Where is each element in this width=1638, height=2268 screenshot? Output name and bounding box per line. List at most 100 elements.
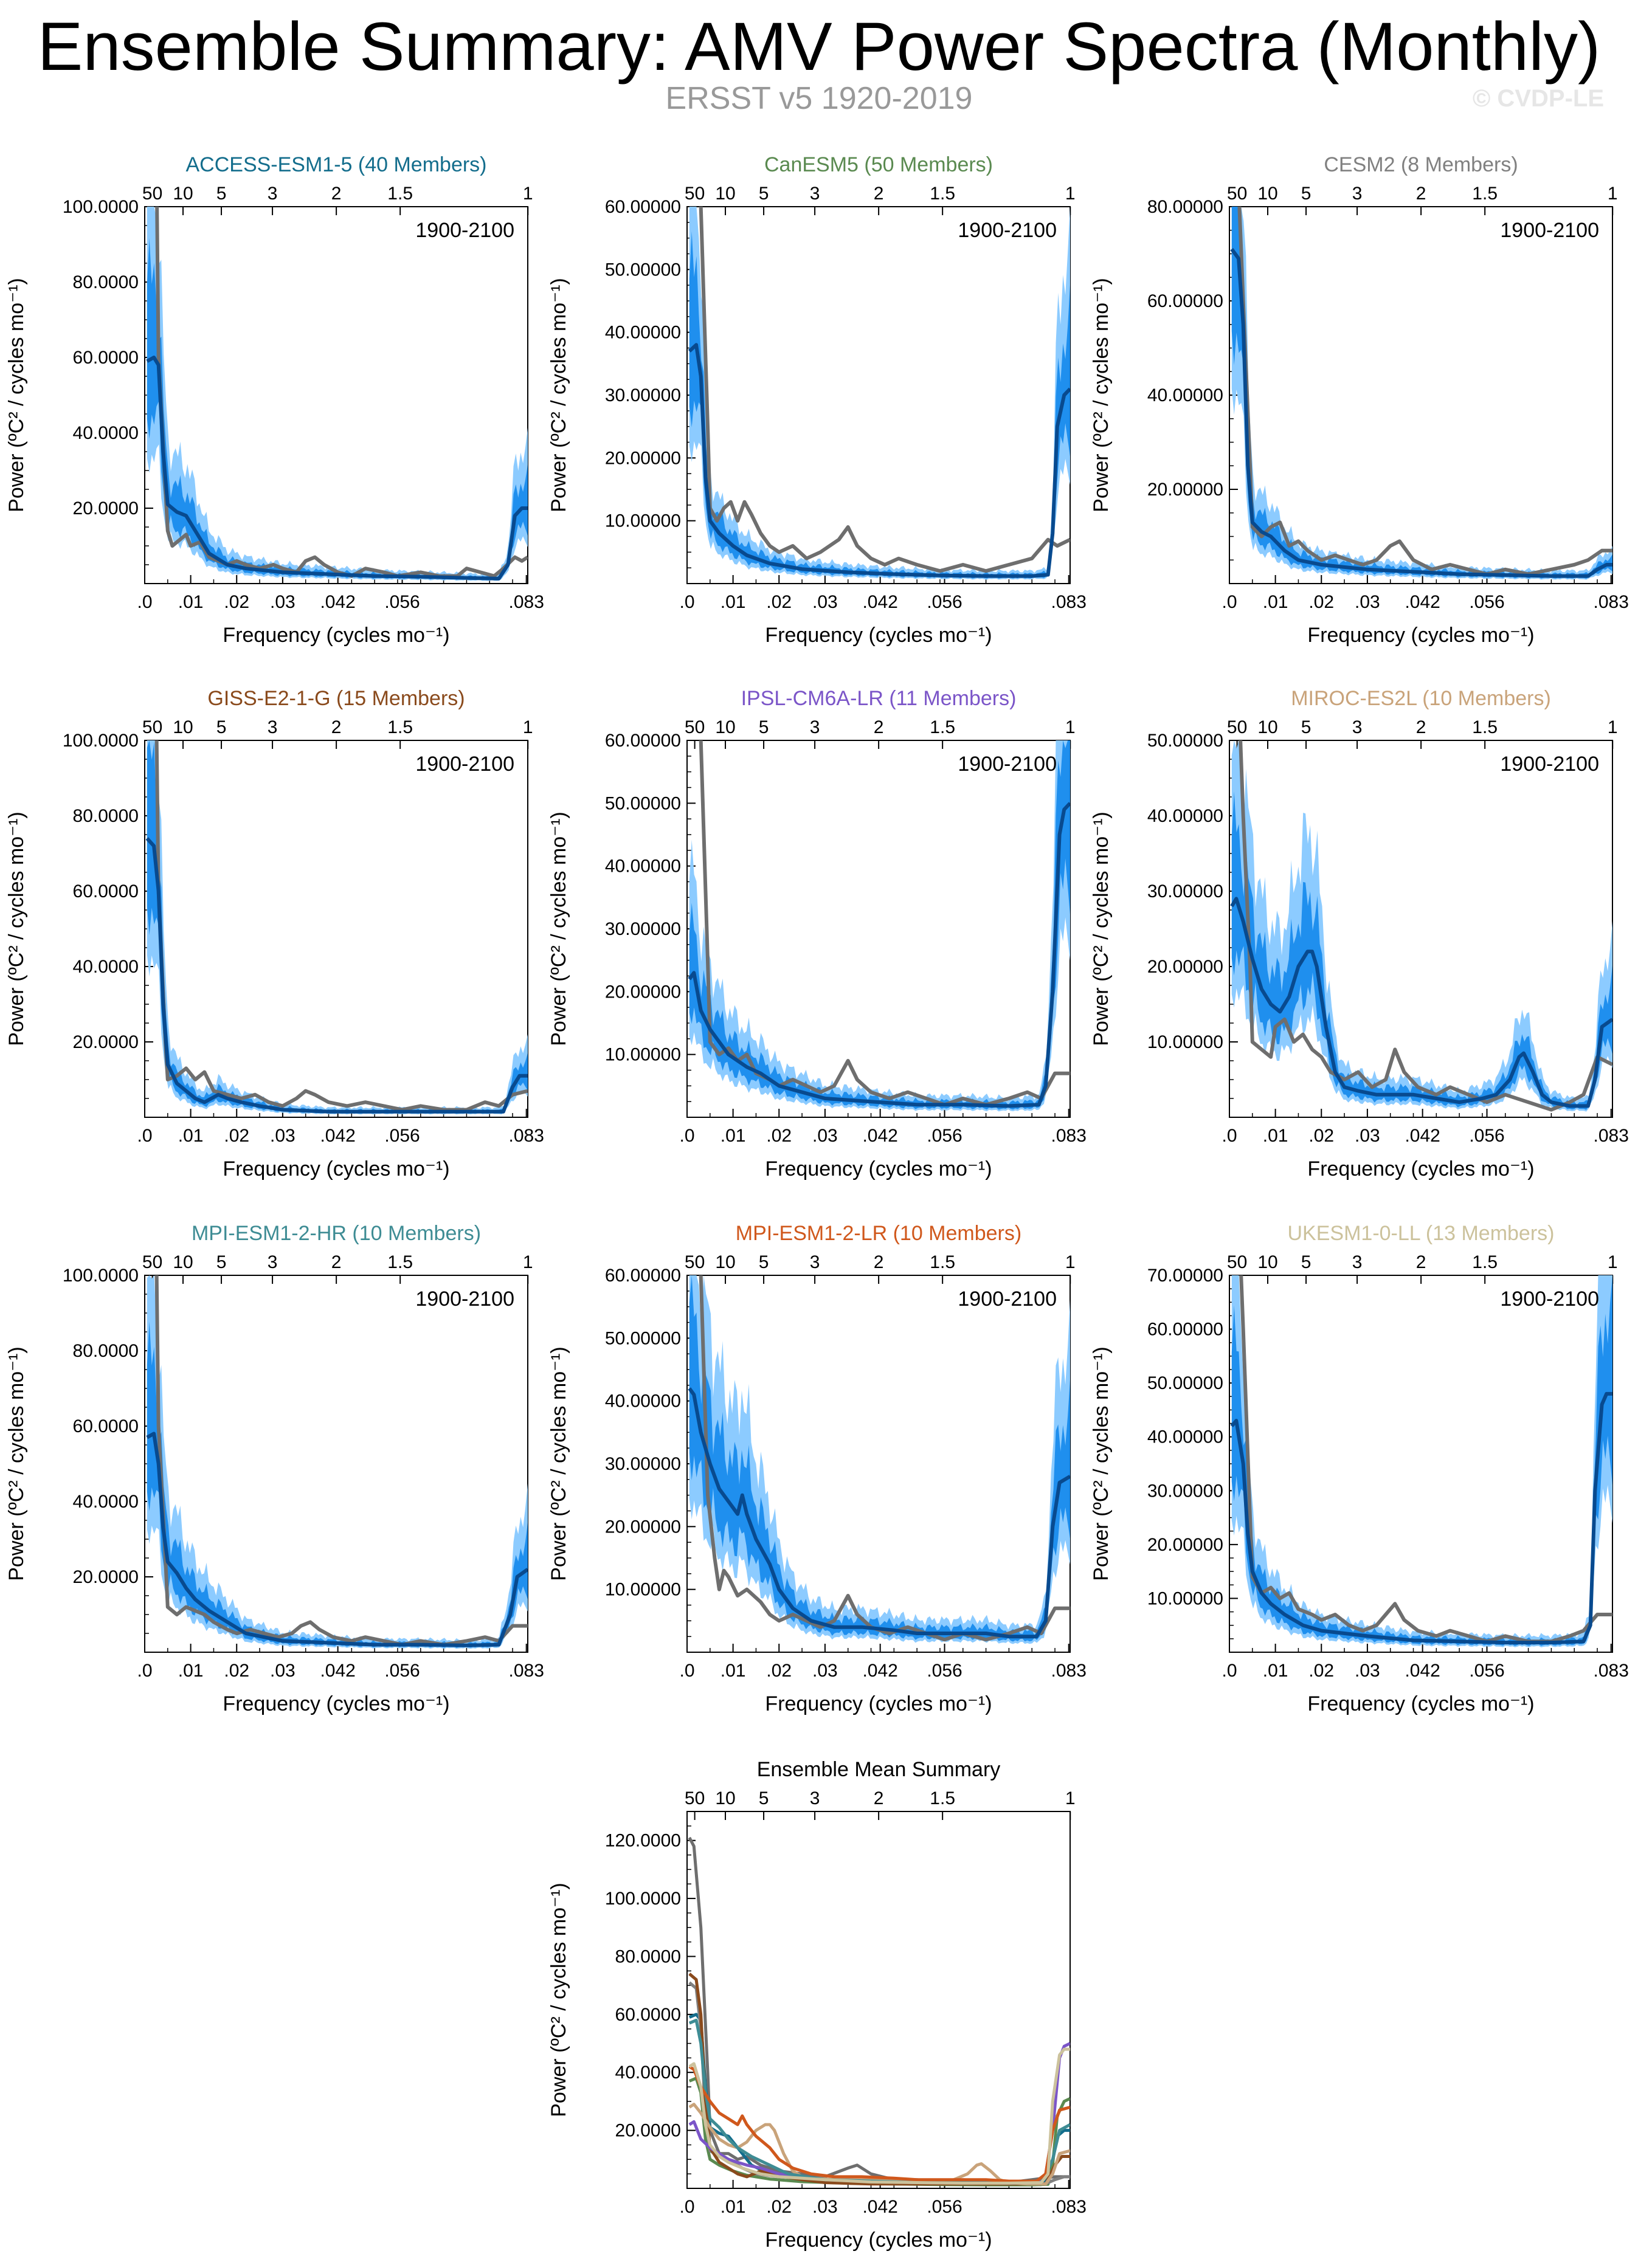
- y-tick-label: 20.00000: [605, 982, 681, 1002]
- y-tick-label: 100.0000: [63, 197, 139, 217]
- x-axis-label: Frequency (cycles mo⁻¹): [765, 2228, 992, 2252]
- x-tick-label: .02: [224, 1126, 249, 1146]
- plot-area: [146, 207, 528, 581]
- x-tick-label: .083: [509, 1661, 544, 1681]
- top-tick-label: 2: [874, 717, 884, 737]
- spread-band-outer: [147, 740, 528, 1115]
- top-tick-label: 10: [173, 1252, 193, 1272]
- top-tick-label: 5: [1301, 717, 1311, 737]
- spread-band-inner: [689, 231, 1070, 579]
- x-tick-label: .056: [927, 592, 962, 612]
- top-tick-label: 2: [331, 184, 342, 204]
- series-mpi-esm1-2-lr: [688, 2065, 1070, 2183]
- y-tick-label: 30.00000: [1147, 881, 1223, 901]
- top-tick-label: 1: [1608, 184, 1618, 204]
- y-tick-label: 40.00000: [605, 1391, 681, 1411]
- plot-area: [688, 1836, 1070, 2187]
- top-tick-label: 3: [810, 184, 820, 204]
- y-tick-label: 40.0000: [73, 957, 139, 977]
- panel-title: UKESM1-0-LL (13 Members): [1288, 1222, 1555, 1245]
- spread-band-outer: [1231, 1275, 1612, 1647]
- plot-frame: [1229, 206, 1613, 584]
- x-tick-label: .056: [927, 1126, 962, 1146]
- credit-watermark: © CVDP-LE: [1472, 85, 1604, 112]
- top-tick-label: 10: [1257, 1252, 1277, 1272]
- observations-line: [155, 207, 528, 578]
- x-tick-label: .01: [721, 1126, 746, 1146]
- y-tick-label: 20.0000: [615, 2121, 681, 2141]
- y-tick-label: 60.00000: [605, 731, 681, 751]
- top-tick-label: 10: [173, 717, 193, 737]
- y-tick-label: 40.00000: [1147, 385, 1223, 405]
- y-tick-label: 40.0000: [73, 1492, 139, 1512]
- y-tick-label: 60.00000: [605, 1266, 681, 1286]
- top-tick-label: 2: [874, 1788, 884, 1808]
- x-tick-label: .042: [862, 592, 897, 612]
- x-tick-label: .01: [721, 1661, 746, 1681]
- x-axis-label: Frequency (cycles mo⁻¹): [1307, 1692, 1534, 1715]
- spread-band-inner: [147, 740, 528, 1114]
- series-observations: [688, 1836, 1070, 2184]
- x-tick-label: .042: [1405, 592, 1440, 612]
- top-tick-label: 3: [268, 717, 278, 737]
- x-tick-label: .083: [1594, 1126, 1629, 1146]
- x-tick-label: .083: [509, 592, 544, 612]
- y-tick-label: 40.00000: [1147, 1427, 1223, 1447]
- x-tick-label: .083: [1051, 592, 1087, 612]
- x-tick-label: .056: [384, 1126, 420, 1146]
- panel-title: Ensemble Mean Summary: [757, 1758, 1001, 1781]
- top-tick-label: 2: [874, 1252, 884, 1272]
- top-tick-label: 50: [1227, 717, 1247, 737]
- y-tick-label: 50.00000: [605, 260, 681, 280]
- x-tick-label: .042: [862, 1661, 897, 1681]
- x-tick-label: .01: [1263, 592, 1288, 612]
- y-tick-label: 70.00000: [1147, 1266, 1223, 1286]
- top-tick-label: 3: [1352, 717, 1363, 737]
- top-tick-label: 3: [268, 184, 278, 204]
- y-axis-label: Power (ºC² / cycles mo⁻¹): [5, 278, 28, 512]
- panel-title: GISS-E2-1-G (15 Members): [207, 687, 465, 710]
- x-tick-label: .03: [812, 1661, 838, 1681]
- y-tick-label: 20.0000: [73, 1567, 139, 1587]
- top-tick-label: 1.5: [1472, 184, 1498, 204]
- x-tick-label: .042: [320, 1661, 355, 1681]
- y-tick-label: 10.00000: [1147, 1588, 1223, 1608]
- plot-frame: [144, 740, 528, 1118]
- x-tick-label: .01: [178, 592, 204, 612]
- top-tick-label: 50: [142, 717, 162, 737]
- top-tick-label: 10: [715, 717, 735, 737]
- y-tick-label: 20.00000: [605, 448, 681, 468]
- top-tick-label: 2: [1416, 717, 1426, 737]
- x-tick-label: .01: [1263, 1126, 1288, 1146]
- top-tick-label: 50: [1227, 184, 1247, 204]
- spread-band-inner: [1231, 207, 1612, 579]
- y-axis-label: Power (ºC² / cycles mo⁻¹): [5, 812, 28, 1046]
- top-tick-label: 50: [142, 1252, 162, 1272]
- top-tick-label: 50: [685, 1252, 705, 1272]
- ensemble-mean-line: [688, 1387, 1070, 1639]
- series-access-esm1-5: [688, 2013, 1070, 2187]
- y-tick-label: 10.00000: [605, 1045, 681, 1065]
- ensemble-mean-line: [1230, 1391, 1612, 1645]
- top-tick-label: 5: [1301, 184, 1311, 204]
- x-tick-label: .083: [1594, 592, 1629, 612]
- top-tick-label: 1: [1065, 1788, 1076, 1808]
- x-tick-label: .0: [1222, 1661, 1237, 1681]
- x-tick-label: .02: [766, 2197, 792, 2217]
- panel-title: CESM2 (8 Members): [1324, 153, 1518, 176]
- y-tick-label: 50.00000: [605, 793, 681, 813]
- top-tick-label: 10: [1257, 184, 1277, 204]
- spread-band-outer: [1231, 740, 1612, 1112]
- x-axis-label: Frequency (cycles mo⁻¹): [223, 624, 449, 647]
- x-tick-label: .03: [1355, 1661, 1380, 1681]
- x-tick-label: .0: [137, 1126, 152, 1146]
- x-tick-label: .0: [679, 2197, 694, 2217]
- x-tick-label: .0: [137, 592, 152, 612]
- ensemble-mean-line: [1230, 897, 1612, 1108]
- x-tick-label: .01: [721, 592, 746, 612]
- x-axis-label: Frequency (cycles mo⁻¹): [1307, 624, 1534, 647]
- top-tick-label: 3: [810, 1788, 820, 1808]
- y-tick-label: 20.00000: [1147, 1535, 1223, 1555]
- y-tick-label: 20.00000: [1147, 480, 1223, 500]
- top-tick-label: 2: [874, 184, 884, 204]
